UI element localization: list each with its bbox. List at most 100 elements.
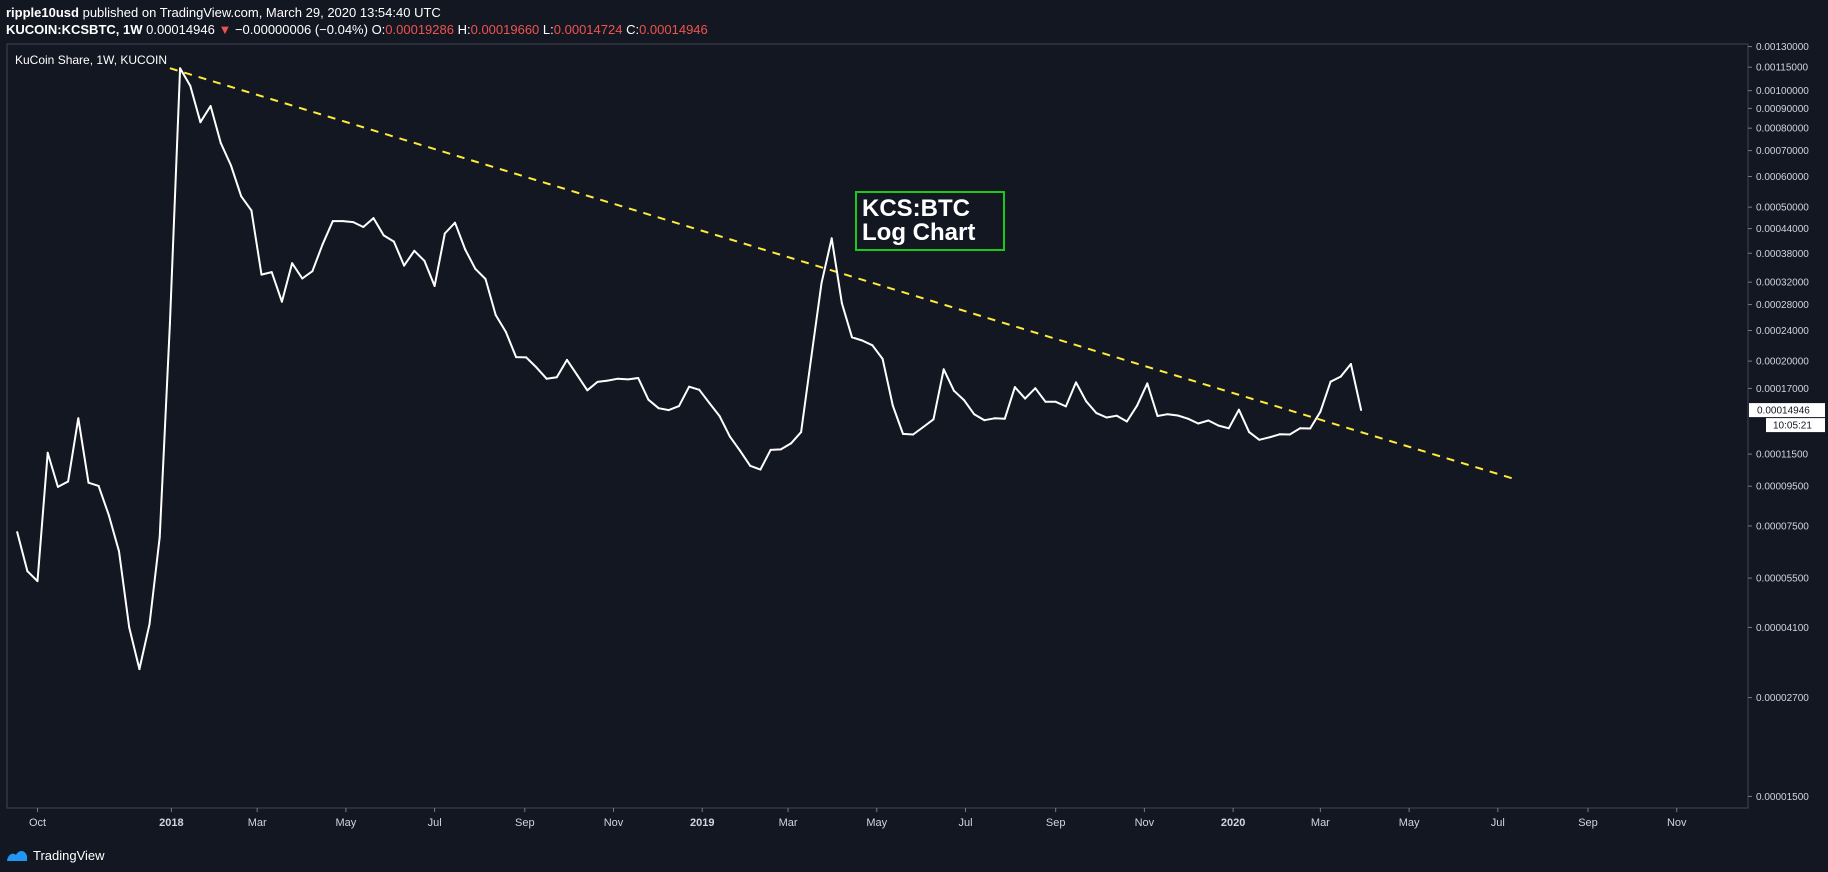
series-point xyxy=(555,376,558,379)
high-value: 0.00019660 xyxy=(470,22,540,37)
annotation-line-1: KCS:BTC xyxy=(862,195,970,222)
series-point xyxy=(1268,436,1271,439)
series-point xyxy=(1217,424,1220,427)
series-point xyxy=(1136,404,1139,407)
series-point xyxy=(851,336,853,339)
x-tick-label: 2019 xyxy=(690,817,714,829)
series-point xyxy=(769,448,772,451)
series-point xyxy=(1024,397,1027,400)
trend-line[interactable] xyxy=(169,67,1515,480)
series-point xyxy=(433,285,436,287)
series-point xyxy=(688,385,691,388)
series-point xyxy=(36,580,39,583)
series-point xyxy=(535,366,538,369)
series-point xyxy=(1176,414,1179,417)
series-point xyxy=(240,195,243,198)
brand-name[interactable]: TradingView xyxy=(33,847,105,863)
y-tick-label: 0.00090000 xyxy=(1756,104,1809,115)
x-tick-label: Sep xyxy=(1046,817,1066,829)
series-point xyxy=(739,449,742,452)
y-tick-label: 0.00060000 xyxy=(1756,172,1809,183)
series-point xyxy=(963,399,965,402)
chart-header: ripple10usd published on TradingView.com… xyxy=(6,4,708,38)
series-point xyxy=(128,626,131,629)
series-point xyxy=(1360,409,1363,411)
series-point xyxy=(800,431,803,434)
high-label: H: xyxy=(457,22,471,37)
y-tick-label: 0.00028000 xyxy=(1756,300,1809,311)
series-point xyxy=(790,442,792,445)
series-point xyxy=(494,314,497,316)
series-point xyxy=(728,435,731,438)
x-tick-label: Jul xyxy=(958,817,972,829)
series-point xyxy=(464,248,467,251)
y-tick-label: 0.00020000 xyxy=(1756,357,1809,368)
series-point xyxy=(871,344,874,347)
series-point xyxy=(627,378,630,381)
x-axis[interactable]: Oct 2018 Mar May Jul Sep Nov 2019 Mar May Jul Sep No… xyxy=(29,808,1687,829)
series-point xyxy=(1044,400,1047,403)
series-point xyxy=(392,240,395,243)
y-tick-label: 0.00100000 xyxy=(1756,86,1809,97)
series-point xyxy=(881,357,884,360)
series-point xyxy=(973,413,976,416)
series-point xyxy=(902,432,904,435)
series-point xyxy=(26,570,29,573)
y-tick-label: 0.00115000 xyxy=(1756,63,1809,74)
series-point xyxy=(342,220,344,223)
author-name[interactable]: ripple10usd xyxy=(6,5,79,20)
series-point xyxy=(993,417,996,420)
series-point xyxy=(749,464,752,467)
price-change: −0.00000006 (−0.04%) xyxy=(234,22,368,37)
series-point xyxy=(830,237,833,240)
low-value: 0.00014724 xyxy=(553,22,623,37)
series-point xyxy=(1125,420,1128,423)
series-point xyxy=(138,668,141,671)
series-point xyxy=(1309,427,1312,430)
series-point xyxy=(291,262,294,265)
series-line[interactable] xyxy=(16,67,1363,671)
series-point xyxy=(1258,438,1261,441)
series-point xyxy=(566,358,568,361)
series-point xyxy=(647,398,650,401)
annotation-box[interactable]: KCS:BTC Log Chart xyxy=(855,191,1005,251)
series-point xyxy=(606,379,609,382)
x-tick-label: Oct xyxy=(29,817,46,829)
y-axis[interactable]: 0.00001500 0.00002700 0.00004100 0.00005500… xyxy=(1748,42,1809,803)
series-point xyxy=(708,402,711,405)
series-point xyxy=(16,531,19,534)
series-point xyxy=(423,259,426,262)
x-tick-label: 2018 xyxy=(159,817,183,829)
series-point xyxy=(219,142,222,145)
series-point xyxy=(474,267,477,270)
last-price-tag xyxy=(1749,403,1825,418)
series-point xyxy=(983,419,986,422)
series-point xyxy=(545,377,548,380)
x-tick-label: Nov xyxy=(1667,817,1687,829)
y-tick-label: 0.00080000 xyxy=(1756,124,1809,135)
series-point xyxy=(1299,427,1301,430)
series-point xyxy=(942,368,945,371)
series-point xyxy=(1085,400,1088,403)
tradingview-logo-icon xyxy=(7,851,27,861)
series-point xyxy=(77,417,80,420)
series-point xyxy=(820,282,823,285)
series-point xyxy=(1054,400,1057,403)
series-point xyxy=(1207,419,1210,422)
y-tick-label: 0.00130000 xyxy=(1756,42,1809,53)
chart-title: KuCoin Share, 1W, KUCOIN xyxy=(15,53,167,67)
last-price-marker: 0.00014946 10:05:21 xyxy=(1749,403,1825,433)
series-point xyxy=(596,380,599,383)
y-tick-label: 0.00009500 xyxy=(1756,482,1809,493)
series-point xyxy=(158,536,161,539)
series-point xyxy=(454,221,456,224)
symbol-label[interactable]: KUCOIN:KCSBTC, 1W xyxy=(6,22,143,37)
down-arrow-icon: ▼ xyxy=(218,22,232,37)
close-label: C: xyxy=(626,22,640,37)
legend-line: KUCOIN:KCSBTC, 1W 0.00014946 ▼ −0.000000… xyxy=(6,21,708,38)
footer: TradingView xyxy=(6,844,105,866)
series-point xyxy=(1197,422,1200,425)
series-point xyxy=(311,270,314,273)
series-point xyxy=(912,433,915,436)
